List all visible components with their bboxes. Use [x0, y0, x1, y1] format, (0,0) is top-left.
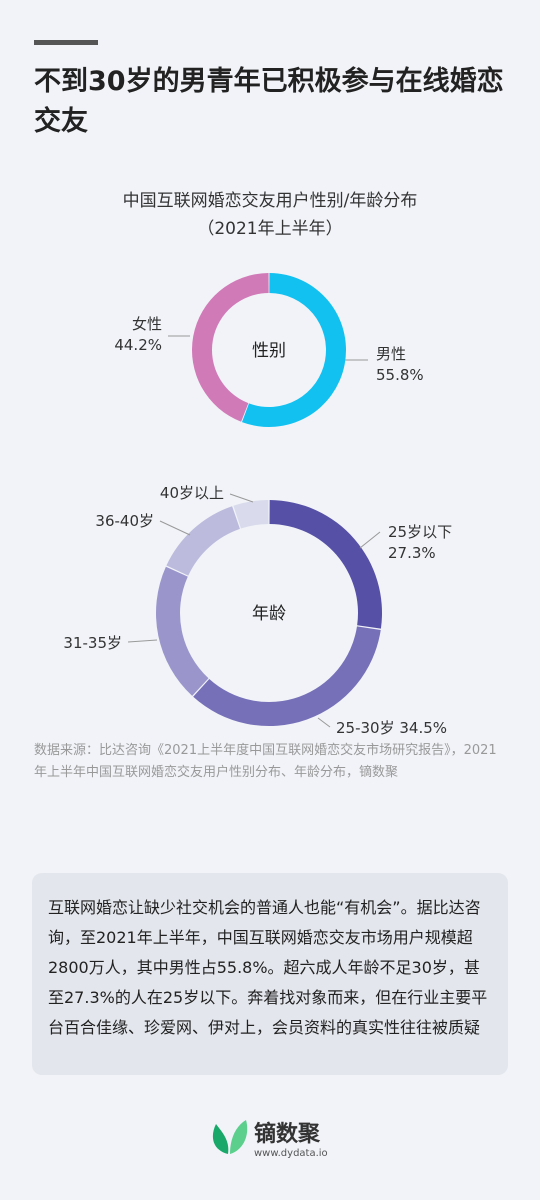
chart-title: 中国互联网婚恋交友用户性别/年龄分布	[122, 191, 418, 211]
donut-slice	[269, 500, 382, 629]
category-label: 25岁以下	[388, 523, 452, 541]
donut-center-label: 性别	[252, 341, 286, 361]
chart-subtitle: （2021年上半年）	[197, 219, 343, 239]
data-label: 36-40岁	[95, 512, 154, 530]
data-source-note: 数据来源：比达咨询《2021上半年度中国互联网婚恋交友市场研究报告》，2021年…	[34, 743, 497, 780]
leader-line	[359, 531, 381, 549]
accent-bar	[34, 40, 98, 45]
donut-slice	[166, 506, 240, 576]
leaf-icon	[212, 1120, 248, 1154]
value-label: 44.2%	[114, 336, 162, 354]
value-label: 55.8%	[376, 366, 424, 384]
leader-line	[159, 520, 191, 536]
data-label: 31-35岁	[63, 634, 122, 652]
category-label: 女性	[132, 315, 162, 333]
donut-slice	[155, 566, 209, 696]
value-label: 27.3%	[388, 544, 436, 562]
data-label: 40岁以上	[160, 484, 224, 502]
donut-slice	[233, 500, 269, 529]
leader-line	[127, 639, 158, 643]
donut-slice	[241, 273, 346, 427]
brand-url: www.dydata.io	[254, 1148, 328, 1159]
donut-center-label: 年龄	[252, 604, 286, 624]
leader-line	[229, 493, 254, 503]
donut-slice	[193, 626, 381, 726]
brand-name: 镝数聚	[254, 1122, 321, 1147]
summary-card: 互联网婚恋让缺少社交机会的普通人也能“有机会”。据比达咨询，至2021年上半年，…	[32, 873, 508, 1075]
data-label: 25-30岁 34.5%	[336, 719, 447, 737]
donut-slice	[191, 273, 269, 422]
donut-charts: 性别 男性 55.8% 女性 44.2% 年龄 25岁以下 27.3% 25-30岁 34.5%…	[63, 273, 452, 737]
summary-text: 互联网婚恋让缺少社交机会的普通人也能“有机会”。据比达咨询，至2021年上半年，…	[48, 898, 488, 1037]
brand-logo: 镝数聚 www.dydata.io	[208, 1114, 348, 1164]
leader-line	[317, 717, 331, 728]
category-label: 男性	[376, 345, 406, 363]
page-title: 不到30岁的男青年已积极参与在线婚恋交友	[34, 66, 504, 137]
